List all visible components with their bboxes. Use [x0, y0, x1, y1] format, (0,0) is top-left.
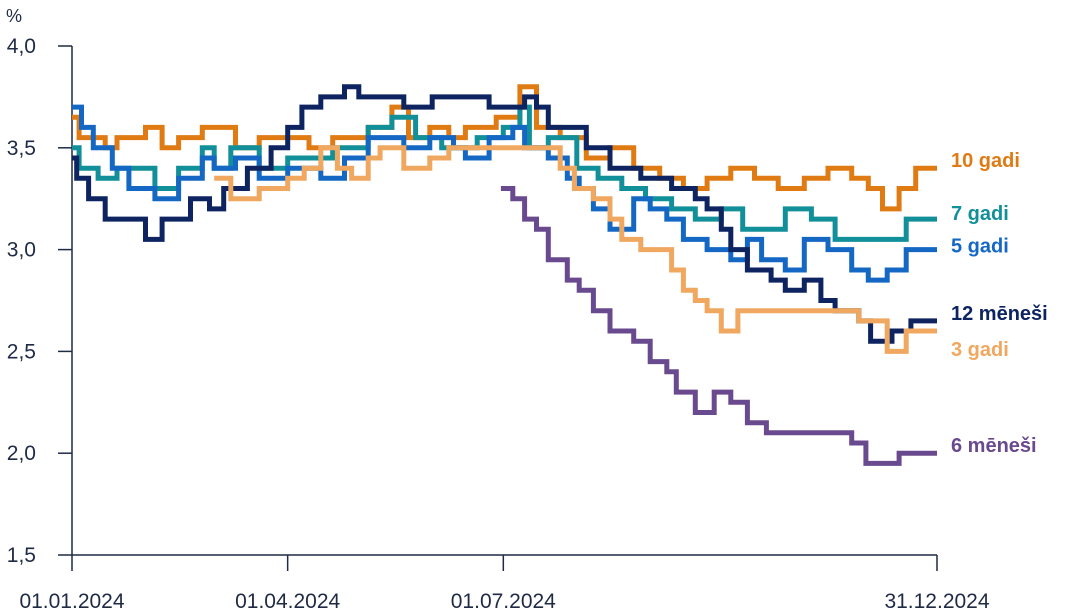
y-unit-label: % [6, 6, 22, 26]
y-axis: 4,0 3,5 3,0 2,5 2,0 1,5 [7, 35, 73, 567]
y-tick-label: 3,0 [7, 239, 36, 262]
x-tick-label: 01.01.2024 [19, 590, 124, 613]
y-tick-label: 2,5 [7, 340, 36, 363]
series-line [72, 84, 937, 344]
series-label: 7 gadi [951, 203, 1009, 225]
x-axis: 01.01.2024 01.04.2024 01.07.2024 31.12.2024 [19, 554, 990, 613]
series-label: 5 gadi [951, 236, 1009, 258]
series-line [72, 84, 937, 212]
series-label: 3 gadi [951, 339, 1009, 361]
series-lines [72, 84, 937, 466]
series-label: 12 mēneši [951, 303, 1048, 325]
x-tick-label: 01.07.2024 [451, 590, 556, 613]
y-tick-label: 2,0 [7, 442, 36, 465]
x-tick-label: 01.04.2024 [235, 590, 340, 613]
y-tick-label: 3,5 [7, 137, 36, 160]
series-line [500, 186, 937, 466]
series-line [214, 145, 937, 354]
y-tick-label: 1,5 [7, 544, 36, 567]
y-tick-label: 4,0 [7, 35, 36, 58]
series-line [72, 104, 937, 283]
series-labels: 10 gadi 7 gadi 5 gadi 12 mēneši 3 gadi 6 mēne… [951, 150, 1048, 457]
series-label: 10 gadi [951, 150, 1020, 172]
x-tick-label: 31.12.2024 [884, 590, 989, 613]
series-label: 6 mēneši [951, 435, 1037, 457]
